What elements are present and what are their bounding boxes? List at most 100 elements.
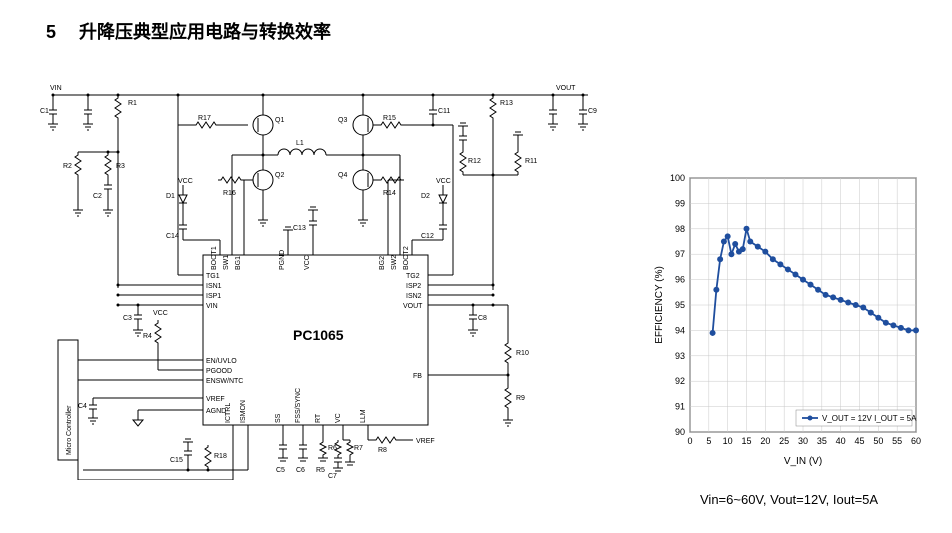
chart-caption: Vin=6~60V, Vout=12V, Iout=5A <box>700 492 878 507</box>
svg-text:SS: SS <box>275 413 282 423</box>
svg-text:C8: C8 <box>478 315 487 322</box>
svg-text:PGND: PGND <box>279 250 286 270</box>
svg-text:C6: C6 <box>296 467 305 474</box>
svg-text:96: 96 <box>675 275 685 285</box>
svg-text:C14: C14 <box>166 233 179 240</box>
svg-text:ISMON: ISMON <box>240 400 247 423</box>
efficiency-chart: 0510152025303540455055609091929394959697… <box>648 160 928 480</box>
svg-text:R3: R3 <box>116 163 125 170</box>
svg-text:FB: FB <box>413 373 422 380</box>
svg-text:C3: C3 <box>123 315 132 322</box>
svg-text:R11: R11 <box>525 158 537 165</box>
svg-text:D2: D2 <box>421 193 430 200</box>
svg-text:BOOT1: BOOT1 <box>211 246 218 270</box>
svg-text:30: 30 <box>798 436 808 446</box>
svg-text:R7: R7 <box>354 445 363 452</box>
svg-text:LLM: LLM <box>360 409 367 423</box>
svg-text:VREF: VREF <box>206 396 225 403</box>
svg-text:60: 60 <box>911 436 921 446</box>
svg-text:RT: RT <box>315 413 322 423</box>
svg-text:C4: C4 <box>78 403 87 410</box>
svg-text:C1: C1 <box>40 108 49 115</box>
svg-text:0: 0 <box>687 436 692 446</box>
svg-text:98: 98 <box>675 224 685 234</box>
svg-text:R8: R8 <box>378 447 387 454</box>
svg-text:D1: D1 <box>166 193 175 200</box>
svg-text:VREF: VREF <box>416 438 435 445</box>
section-title: 升降压典型应用电路与转换效率 <box>79 22 331 42</box>
svg-text:ENSW/NTC: ENSW/NTC <box>206 378 243 385</box>
svg-text:R1: R1 <box>128 100 137 107</box>
svg-text:35: 35 <box>817 436 827 446</box>
svg-text:Q4: Q4 <box>338 172 347 179</box>
svg-text:97: 97 <box>675 249 685 259</box>
svg-text:EN/UVLO: EN/UVLO <box>206 358 237 365</box>
svg-text:R9: R9 <box>516 395 525 402</box>
svg-text:95: 95 <box>675 300 685 310</box>
svg-text:AGND: AGND <box>206 408 226 415</box>
svg-text:R2: R2 <box>63 163 72 170</box>
svg-text:ICTRL: ICTRL <box>225 403 232 423</box>
svg-text:15: 15 <box>741 436 751 446</box>
svg-text:ISP1: ISP1 <box>206 293 221 300</box>
section-number: 5 <box>46 22 56 43</box>
vin-label: VIN <box>50 85 62 92</box>
svg-text:99: 99 <box>675 198 685 208</box>
svg-text:20: 20 <box>760 436 770 446</box>
svg-text:VCC: VCC <box>178 178 193 185</box>
svg-text:Q1: Q1 <box>275 117 284 124</box>
svg-text:BOOT2: BOOT2 <box>403 246 410 270</box>
circuit-schematic: VIN VOUT C1 R1 R2 R3 C2 PC1065 BOOT1 SW1… <box>38 80 603 480</box>
svg-text:ISP2: ISP2 <box>406 283 421 290</box>
mcu-label: Micro Controller <box>66 405 73 455</box>
svg-text:50: 50 <box>873 436 883 446</box>
svg-text:PGOOD: PGOOD <box>206 368 232 375</box>
svg-text:90: 90 <box>675 427 685 437</box>
svg-text:R6: R6 <box>328 445 337 452</box>
svg-text:VCC: VCC <box>436 178 451 185</box>
svg-text:L1: L1 <box>296 140 304 147</box>
svg-text:C2: C2 <box>93 193 102 200</box>
svg-text:R17: R17 <box>198 115 211 122</box>
svg-text:FSS/SYNC: FSS/SYNC <box>295 388 302 423</box>
svg-text:R13: R13 <box>500 100 513 107</box>
chip-name: PC1065 <box>293 327 344 343</box>
svg-text:C9: C9 <box>588 108 597 115</box>
svg-text:VIN: VIN <box>206 303 218 310</box>
svg-text:VCC: VCC <box>304 255 311 270</box>
svg-text:C11: C11 <box>438 108 450 115</box>
svg-text:BG2: BG2 <box>379 256 386 270</box>
svg-text:94: 94 <box>675 325 685 335</box>
section-heading: 5 升降压典型应用电路与转换效率 <box>46 18 331 44</box>
svg-text:45: 45 <box>854 436 864 446</box>
svg-text:BG1: BG1 <box>235 256 242 270</box>
svg-text:VC: VC <box>335 413 342 423</box>
svg-text:R16: R16 <box>223 190 236 197</box>
svg-text:C12: C12 <box>421 233 434 240</box>
svg-text:Q2: Q2 <box>275 172 284 179</box>
svg-text:93: 93 <box>675 351 685 361</box>
svg-text:C13: C13 <box>293 225 306 232</box>
svg-text:10: 10 <box>723 436 733 446</box>
svg-text:5: 5 <box>706 436 711 446</box>
svg-text:EFFICIENCY (%): EFFICIENCY (%) <box>654 266 665 344</box>
svg-text:R10: R10 <box>516 350 529 357</box>
svg-text:R14: R14 <box>383 190 396 197</box>
svg-text:25: 25 <box>779 436 789 446</box>
svg-text:ISN2: ISN2 <box>406 293 422 300</box>
svg-text:R4: R4 <box>143 333 152 340</box>
svg-text:V_OUT = 12V I_OUT = 5A: V_OUT = 12V I_OUT = 5A <box>822 414 917 423</box>
svg-text:R5: R5 <box>316 467 325 474</box>
svg-text:TG2: TG2 <box>406 273 420 280</box>
vout-label: VOUT <box>556 85 576 92</box>
svg-text:C15: C15 <box>170 457 183 464</box>
svg-text:C7: C7 <box>328 473 337 480</box>
svg-text:R15: R15 <box>383 115 396 122</box>
svg-text:VOUT: VOUT <box>403 303 423 310</box>
svg-text:ISN1: ISN1 <box>206 283 222 290</box>
svg-text:V_IN (V): V_IN (V) <box>784 456 822 467</box>
svg-text:R18: R18 <box>214 453 227 460</box>
svg-text:100: 100 <box>670 173 685 183</box>
svg-text:Q3: Q3 <box>338 117 347 124</box>
svg-text:55: 55 <box>892 436 902 446</box>
